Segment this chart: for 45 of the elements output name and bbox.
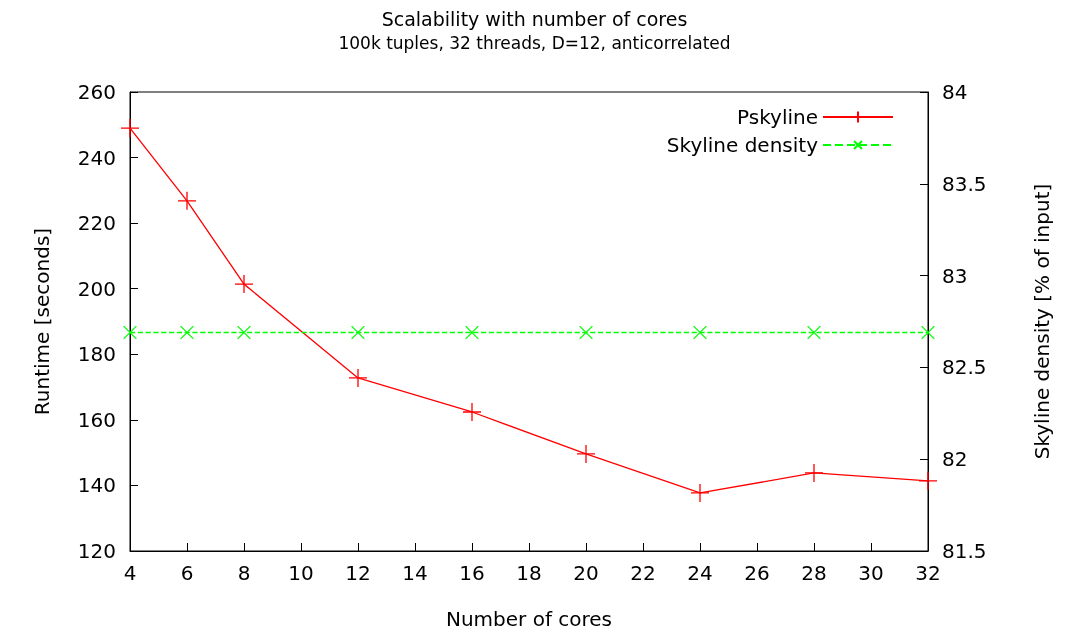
x-tick-label: 16 [459, 561, 485, 585]
chart-subtitle: 100k tuples, 32 threads, D=12, anticorrelated [338, 32, 731, 53]
y-axis-title: Runtime [seconds] [30, 227, 54, 416]
y2-axis-title: Skyline density [% of input] [1030, 183, 1054, 460]
x-tick-label: 28 [801, 561, 827, 585]
y-tick-label: 120 [77, 539, 116, 563]
point [576, 444, 596, 464]
y-tick-label: 260 [77, 80, 116, 104]
x-tick-label: 30 [858, 561, 884, 585]
legend-label: Skyline density [666, 133, 819, 157]
point [177, 191, 197, 211]
y2-tick-label: 83 [942, 263, 968, 288]
point [234, 274, 254, 294]
chart-title: Scalability with number of cores [381, 7, 688, 30]
y2-tick-label: 82.5 [942, 355, 987, 380]
y-tick-label: 200 [77, 276, 116, 301]
point [120, 118, 140, 138]
x-tick-label: 6 [180, 561, 194, 585]
x-tick-label: 32 [915, 561, 941, 585]
x-tick-label: 20 [573, 561, 599, 585]
x-tick-label: 24 [687, 561, 713, 585]
x-tick-label: 14 [402, 561, 428, 585]
y2-tick-label: 83.5 [942, 171, 987, 196]
x-tick-label: 26 [744, 561, 770, 585]
y-tick-label: 220 [77, 211, 116, 236]
y2-tick-label: 82 [942, 447, 968, 472]
point [918, 471, 938, 491]
point [804, 463, 824, 483]
legend-label: Pskyline [737, 105, 818, 129]
x-tick-label: 4 [123, 561, 137, 585]
y-tick-label: 240 [77, 145, 116, 170]
y-tick-label: 180 [77, 342, 116, 367]
y2-tick-label: 84 [942, 80, 968, 104]
x-tick-label: 8 [237, 561, 251, 585]
x-axis-title: Number of cores [445, 607, 613, 631]
x-tick-label: 22 [630, 561, 656, 585]
x-tick-label: 10 [288, 561, 314, 585]
y-tick-label: 140 [77, 473, 116, 498]
x-tick-label: 18 [516, 561, 542, 585]
point [690, 483, 710, 503]
x-tick-label: 12 [345, 561, 371, 585]
y-tick-label: 160 [77, 407, 116, 432]
y2-tick-label: 81.5 [942, 539, 987, 563]
point [462, 402, 482, 422]
point [348, 368, 368, 388]
